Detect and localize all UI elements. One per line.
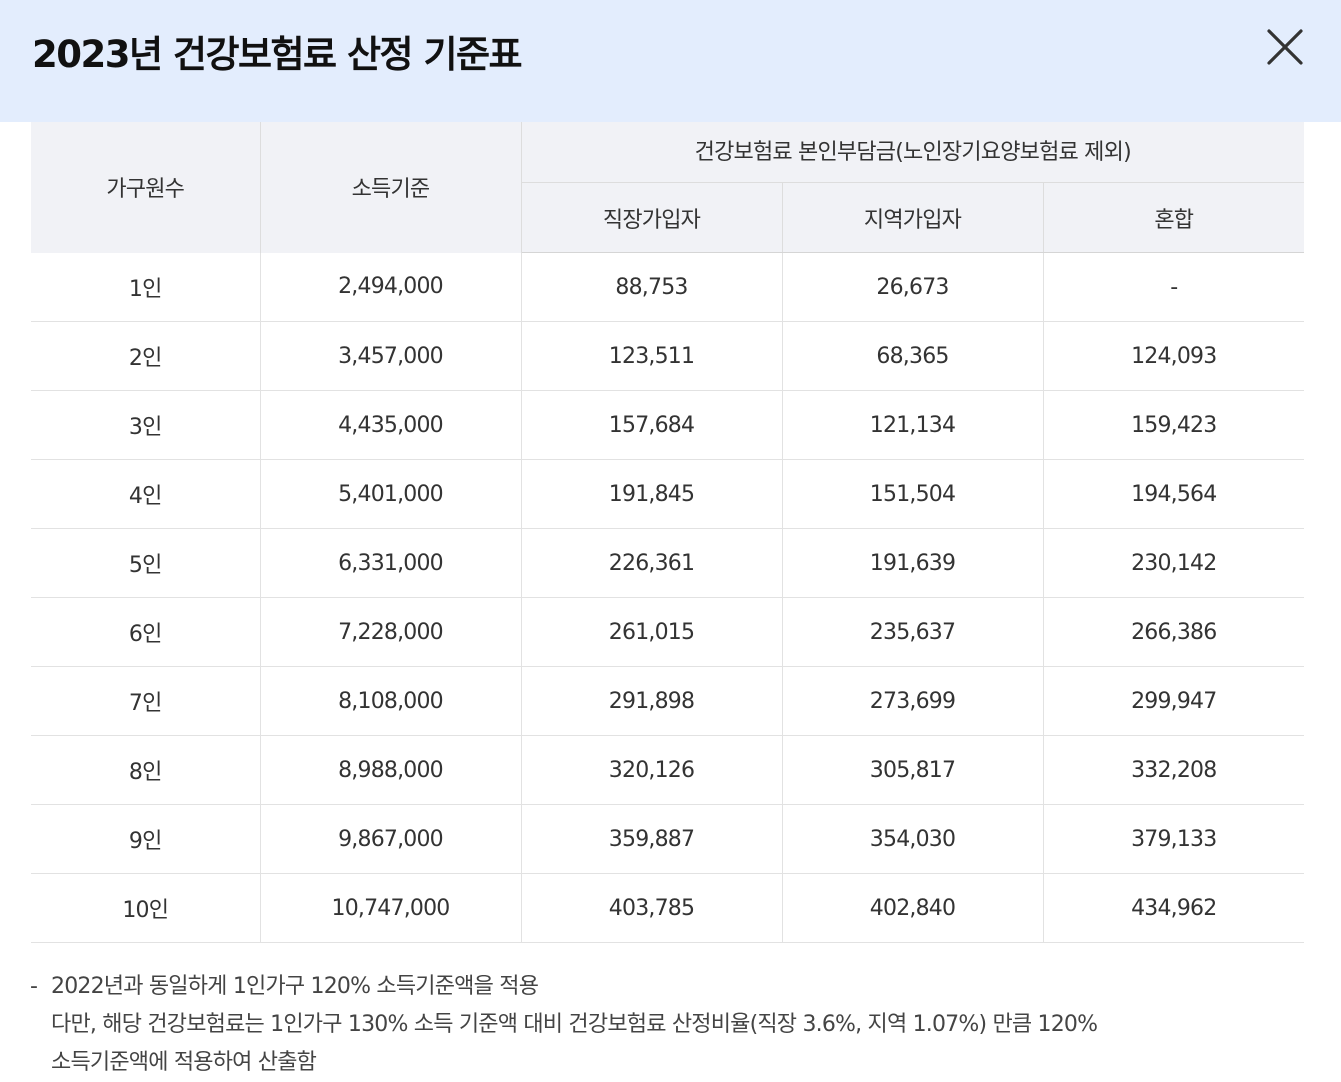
cell-household: 6인 [31, 597, 261, 667]
table-header-row: 가구원수 소득기준 건강보험료 본인부담금(노인장기요양보험료 제외) [31, 122, 1305, 253]
cell-employee: 226,361 [521, 528, 783, 598]
cell-employee: 191,845 [521, 459, 783, 529]
cell-mixed: 124,093 [1043, 321, 1305, 391]
cell-mixed: 379,133 [1043, 804, 1305, 874]
header-mixed: 혼합 [1043, 182, 1305, 253]
table-row: 10인 10,747,000 403,785 402,840 434,962 [31, 873, 1305, 943]
cell-regional: 191,639 [782, 528, 1044, 598]
cell-mixed: 434,962 [1043, 873, 1305, 943]
cell-mixed: - [1043, 252, 1305, 322]
table-row: 8인 8,988,000 320,126 305,817 332,208 [31, 735, 1305, 805]
cell-employee: 359,887 [521, 804, 783, 874]
table-head: 가구원수 소득기준 건강보험료 본인부담금(노인장기요양보험료 제외) 직장가입… [31, 122, 1305, 253]
header-premium-group: 건강보험료 본인부담금(노인장기요양보험료 제외) [521, 122, 1305, 183]
cell-income: 5,401,000 [260, 459, 522, 529]
table-row: 3인 4,435,000 157,684 121,134 159,423 [31, 390, 1305, 460]
notes-section: - 2022년과 동일하게 1인가구 120% 소득기준액을 적용 다만, 해당… [30, 968, 1230, 1082]
cell-employee: 320,126 [521, 735, 783, 805]
cell-employee: 403,785 [521, 873, 783, 943]
cell-household: 5인 [31, 528, 261, 598]
cell-regional: 305,817 [782, 735, 1044, 805]
cell-income: 10,747,000 [260, 873, 522, 943]
cell-income: 2,494,000 [260, 252, 522, 322]
cell-income: 7,228,000 [260, 597, 522, 667]
note-bullet: - [30, 974, 38, 999]
note-line: 소득기준액에 적용하여 산출함 [30, 1044, 1230, 1082]
cell-household: 9인 [31, 804, 261, 874]
cell-household: 10인 [31, 873, 261, 943]
cell-household: 7인 [31, 666, 261, 736]
note-text: 2022년과 동일하게 1인가구 120% 소득기준액을 적용 [51, 974, 539, 999]
cell-regional: 121,134 [782, 390, 1044, 460]
cell-employee: 291,898 [521, 666, 783, 736]
table-row: 2인 3,457,000 123,511 68,365 124,093 [31, 321, 1305, 391]
cell-income: 8,108,000 [260, 666, 522, 736]
cell-mixed: 332,208 [1043, 735, 1305, 805]
cell-employee: 88,753 [521, 252, 783, 322]
table-row: 6인 7,228,000 261,015 235,637 266,386 [31, 597, 1305, 667]
table-body: 1인 2,494,000 88,753 26,673-2인 3,457,000 123,5… [31, 252, 1305, 943]
cell-mixed: 159,423 [1043, 390, 1305, 460]
cell-mixed: 299,947 [1043, 666, 1305, 736]
cell-employee: 123,511 [521, 321, 783, 391]
cell-income: 3,457,000 [260, 321, 522, 391]
premium-table: 가구원수 소득기준 건강보험료 본인부담금(노인장기요양보험료 제외) 직장가입… [31, 122, 1305, 943]
table-row: 9인 9,867,000 359,887 354,030 379,133 [31, 804, 1305, 874]
cell-household: 1인 [31, 252, 261, 322]
note-line: - 2022년과 동일하게 1인가구 120% 소득기준액을 적용 [30, 968, 1230, 1006]
cell-regional: 402,840 [782, 873, 1044, 943]
header-regional: 지역가입자 [782, 182, 1044, 253]
modal-title: 2023년 건강보험료 산정 기준표 [32, 33, 523, 76]
note-text: 소득기준액에 적용하여 산출함 [51, 1050, 317, 1075]
table-subheader-row: 직장가입자 지역가입자 혼합 [31, 182, 1305, 253]
note-text: 다만, 해당 건강보험료는 1인가구 130% 소득 기준액 대비 건강보험료 … [51, 1012, 1098, 1037]
cell-income: 9,867,000 [260, 804, 522, 874]
header-household: 가구원수 [31, 122, 261, 253]
cell-household: 4인 [31, 459, 261, 529]
cell-mixed: 266,386 [1043, 597, 1305, 667]
cell-regional: 68,365 [782, 321, 1044, 391]
cell-household: 3인 [31, 390, 261, 460]
cell-regional: 151,504 [782, 459, 1044, 529]
header-income: 소득기준 [260, 122, 522, 253]
close-icon [1267, 29, 1303, 65]
modal-header: 2023년 건강보험료 산정 기준표 [0, 0, 1341, 122]
cell-mixed: 194,564 [1043, 459, 1305, 529]
table-row: 1인 2,494,000 88,753 26,673- [31, 252, 1305, 322]
cell-household: 8인 [31, 735, 261, 805]
cell-regional: 273,699 [782, 666, 1044, 736]
table-row: 7인 8,108,000 291,898 273,699 299,947 [31, 666, 1305, 736]
header-employee: 직장가입자 [521, 182, 783, 253]
cell-regional: 235,637 [782, 597, 1044, 667]
cell-household: 2인 [31, 321, 261, 391]
table-row: 5인 6,331,000 226,361 191,639 230,142 [31, 528, 1305, 598]
cell-mixed: 230,142 [1043, 528, 1305, 598]
cell-employee: 261,015 [521, 597, 783, 667]
note-line: 다만, 해당 건강보험료는 1인가구 130% 소득 기준액 대비 건강보험료 … [30, 1006, 1230, 1044]
cell-regional: 26,673 [782, 252, 1044, 322]
table-row: 4인 5,401,000 191,845 151,504 194,564 [31, 459, 1305, 529]
cell-regional: 354,030 [782, 804, 1044, 874]
cell-employee: 157,684 [521, 390, 783, 460]
cell-income: 6,331,000 [260, 528, 522, 598]
close-button[interactable] [1262, 24, 1308, 70]
cell-income: 8,988,000 [260, 735, 522, 805]
cell-income: 4,435,000 [260, 390, 522, 460]
premium-table-container: 가구원수 소득기준 건강보험료 본인부담금(노인장기요양보험료 제외) 직장가입… [31, 122, 1305, 943]
